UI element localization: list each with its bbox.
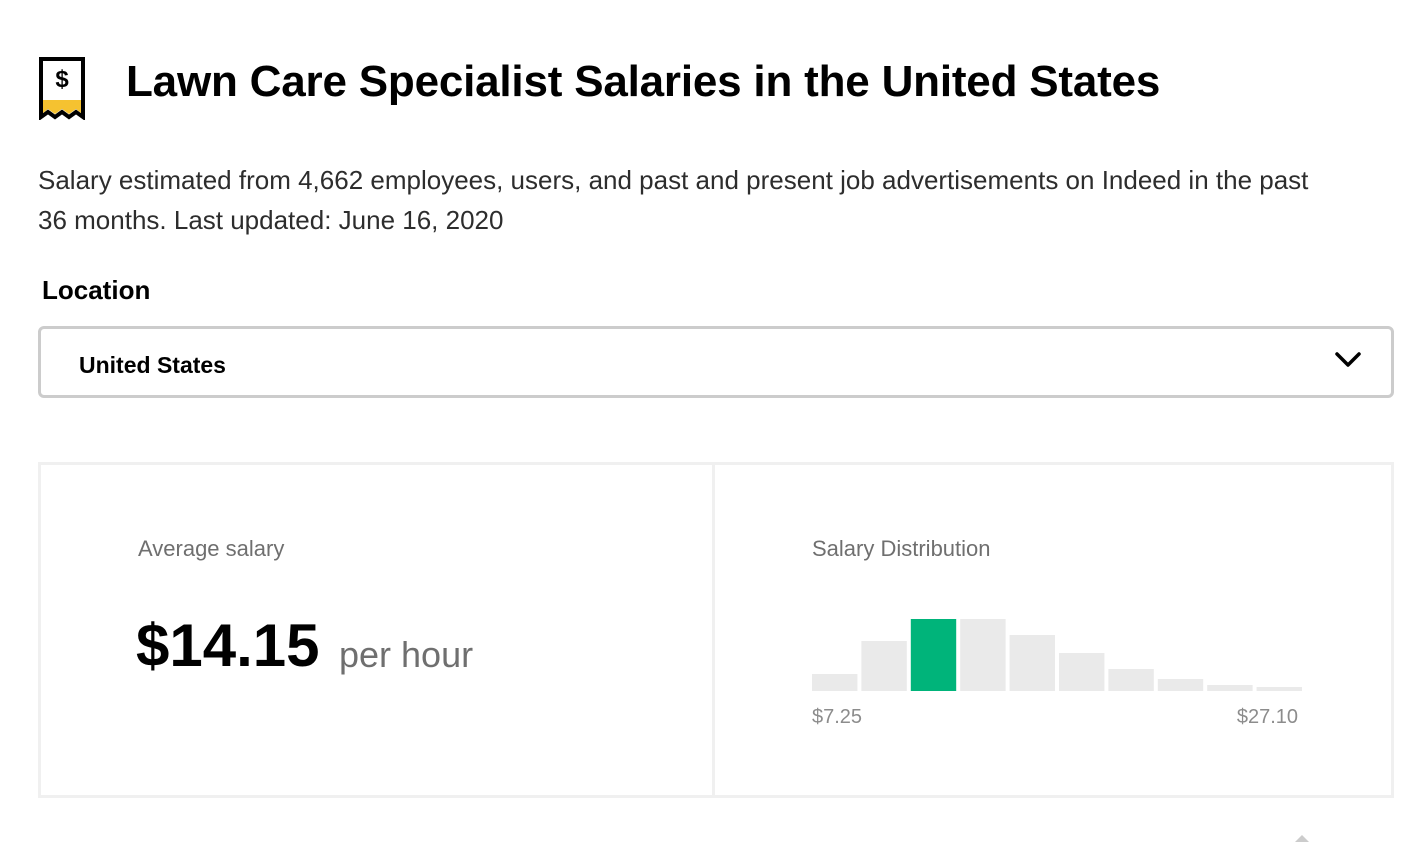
average-salary-label: Average salary bbox=[138, 536, 285, 561]
distribution-bar bbox=[861, 641, 907, 691]
distribution-bar bbox=[1256, 687, 1302, 691]
salary-receipt-icon: $ bbox=[39, 57, 85, 120]
page-title: Lawn Care Specialist Salaries in the Uni… bbox=[126, 57, 1161, 106]
distribution-bar bbox=[1157, 679, 1204, 691]
average-salary-value: $14.15 bbox=[136, 612, 320, 679]
distribution-bar bbox=[1059, 653, 1105, 691]
distribution-min-label: $7.25 bbox=[812, 706, 863, 728]
location-label: Location bbox=[42, 275, 151, 305]
location-dropdown[interactable]: United States bbox=[38, 326, 1394, 398]
svg-text:$: $ bbox=[55, 66, 69, 93]
distribution-bar bbox=[1009, 635, 1055, 691]
chevron-down-icon bbox=[1335, 352, 1361, 367]
distribution-bar bbox=[960, 619, 1006, 691]
distribution-max-label: $27.10 bbox=[1236, 706, 1298, 728]
distribution-bar bbox=[1108, 669, 1154, 691]
salary-description: Salary estimated from 4,662 employees, u… bbox=[38, 165, 1309, 235]
location-selected-value: United States bbox=[79, 352, 226, 378]
salary-unit: per hour bbox=[339, 634, 474, 675]
distribution-bar-highlighted bbox=[910, 619, 957, 691]
salary-distribution-label: Salary Distribution bbox=[812, 536, 991, 561]
distribution-bar bbox=[812, 674, 858, 691]
scroll-up-icon[interactable] bbox=[1294, 834, 1310, 842]
salary-distribution-chart bbox=[812, 619, 1302, 691]
distribution-bar bbox=[1207, 685, 1253, 691]
average-salary-card: Average salary $14.15 per hour bbox=[38, 462, 716, 798]
salary-distribution-card: Salary Distribution $7.25 $27.10 bbox=[712, 462, 1394, 798]
